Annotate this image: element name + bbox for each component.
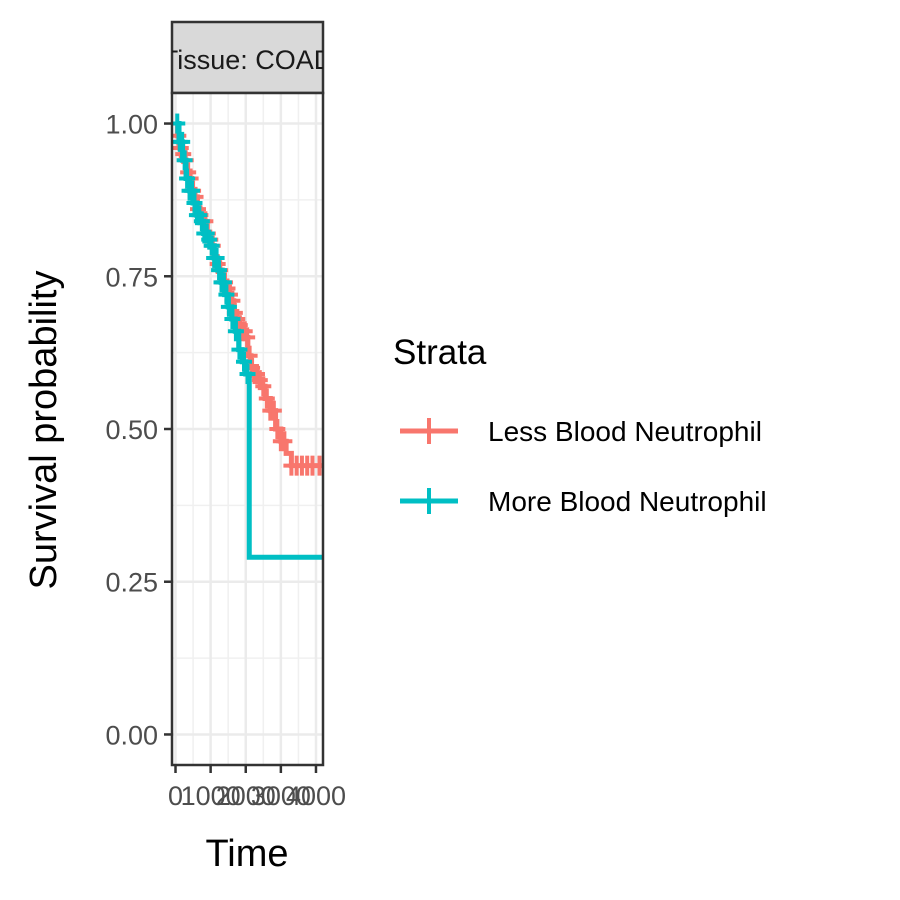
- censor-mark: [239, 364, 256, 385]
- y-tick-label: 1.00: [105, 110, 158, 140]
- censor-mark: [235, 351, 252, 372]
- survival-curves: [172, 113, 323, 560]
- censor-mark: [224, 309, 241, 330]
- y-axis-title: Survival probability: [23, 271, 65, 590]
- y-tick-label: 0.00: [105, 720, 158, 750]
- facet-strip-background: [170, 20, 325, 95]
- series-2: [172, 113, 323, 560]
- censor-mark: [218, 284, 235, 305]
- x-tick-label: 4000: [286, 781, 346, 811]
- censor-mark: [193, 211, 210, 232]
- censor-mark: [220, 296, 237, 317]
- censor-mark: [186, 192, 203, 213]
- censor-mark: [174, 131, 191, 152]
- censor-mark: [231, 339, 248, 360]
- censor-mark: [269, 419, 286, 439]
- legend: Strata Less Blood Neutrophil More Blood N…: [393, 333, 767, 517]
- censor-mark: [311, 455, 323, 476]
- censor-mark: [265, 400, 282, 421]
- censor-mark: [184, 180, 201, 201]
- censor-mark: [255, 376, 272, 397]
- legend-label: More Blood Neutrophil: [488, 486, 767, 517]
- legend-label: Less Blood Neutrophil: [488, 416, 762, 447]
- x-tick-label: 0: [168, 781, 183, 811]
- y-tick-label: 0.50: [105, 415, 158, 445]
- censor-mark: [276, 431, 293, 452]
- censor-mark: [208, 247, 225, 268]
- censor-mark: [176, 150, 193, 171]
- censor-mark: [211, 260, 228, 281]
- y-axis: 0.00 0.25 0.50 0.75 1.00: [105, 110, 172, 750]
- facet-strip: Tissue: COAD: [162, 20, 334, 95]
- facet-strip-label: Tissue: COAD: [162, 45, 334, 75]
- censor-mark: [172, 113, 186, 134]
- x-axis-title: Time: [205, 833, 288, 875]
- censor-mark: [239, 327, 256, 348]
- legend-item: More Blood Neutrophil: [400, 486, 767, 517]
- grid-major: [172, 93, 323, 765]
- censor-mark: [258, 388, 275, 409]
- legend-title: Strata: [393, 333, 487, 372]
- censor-mark: [227, 321, 244, 342]
- y-tick-label: 0.75: [105, 262, 158, 292]
- censor-mark: [179, 168, 196, 189]
- censor-mark: [215, 272, 232, 293]
- legend-item: Less Blood Neutrophil: [400, 416, 762, 447]
- x-tick-label: 2000: [216, 781, 276, 811]
- x-tick-label: 3000: [251, 781, 311, 811]
- x-tick-label: 1000: [181, 781, 241, 811]
- censor-mark: [203, 235, 220, 256]
- y-tick-label: 0.25: [105, 568, 158, 598]
